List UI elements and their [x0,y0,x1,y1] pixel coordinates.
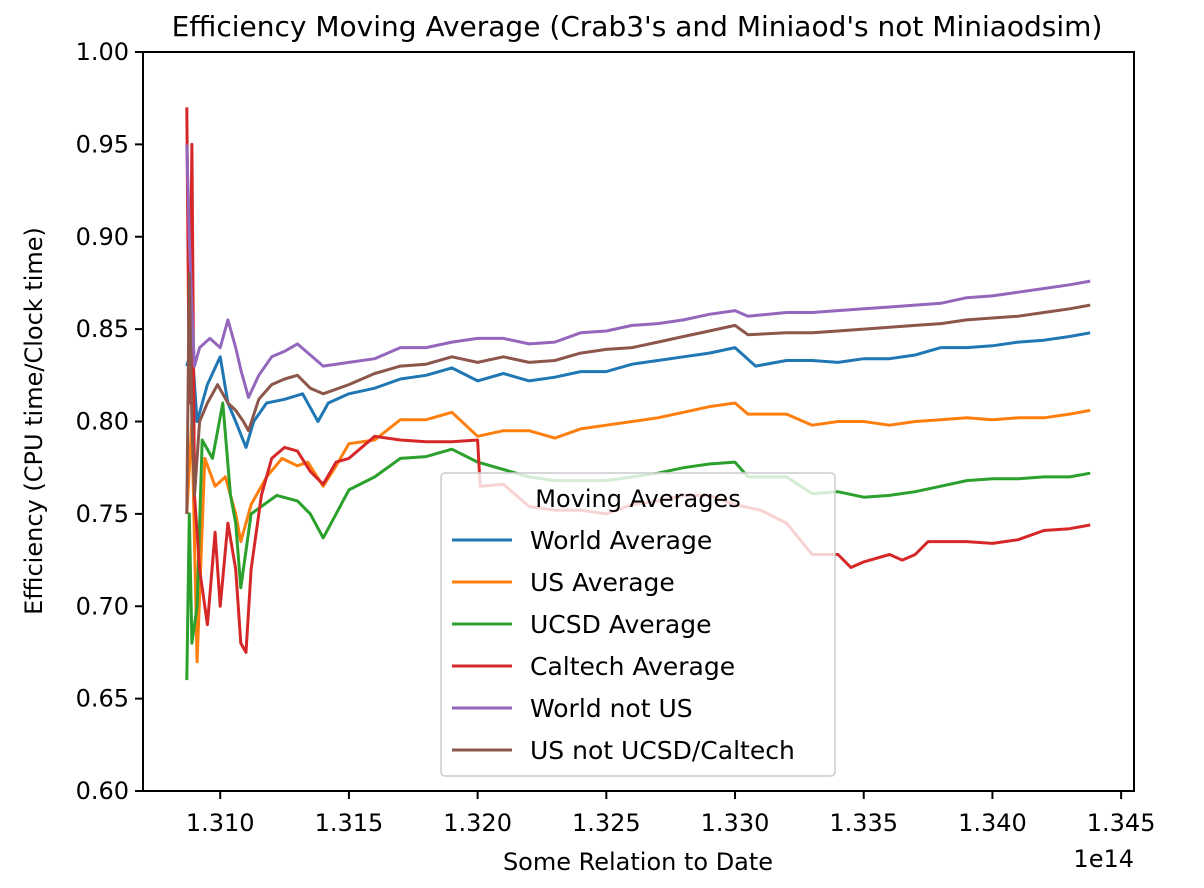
y-axis-label: Efficiency (CPU time/Clock time) [20,227,48,615]
x-tick-label: 1.335 [829,809,898,837]
series-line-2 [185,401,1091,664]
legend-label: Caltech Average [530,652,735,681]
legend: Moving Averages World Average US Average U… [440,472,836,777]
y-axis-ticks: 0.60 0.65 0.70 0.75 0.80 0.85 0.90 0.95 1.00 [76,38,143,805]
legend-box [440,472,836,777]
x-axis-label: Some Relation to Date [503,848,773,876]
x-tick-label: 1.340 [958,809,1027,837]
y-tick-label: 0.85 [76,315,129,343]
y-tick-label: 1.00 [76,38,129,66]
legend-label: World not US [530,694,693,723]
x-tick-label: 1.320 [443,809,512,837]
legend-label: US not UCSD/Caltech [530,736,795,765]
x-tick-label: 1.345 [1087,809,1156,837]
plot-lines [185,107,1091,681]
legend-title: Moving Averages [535,485,740,513]
y-tick-label: 0.90 [76,223,129,251]
series-line-6 [185,272,1091,514]
x-tick-label: 1.330 [701,809,770,837]
x-axis-ticks: 1.310 1.315 1.320 1.325 1.330 1.335 1.340 1.345 [186,791,1156,837]
legend-label: UCSD Average [530,610,711,639]
series-line-1 [185,331,1091,449]
series-line-5 [185,144,1091,399]
legend-label: World Average [530,526,712,555]
x-tick-label: 1.310 [186,809,255,837]
y-tick-label: 0.70 [76,592,129,620]
x-tick-label: 1.325 [572,809,641,837]
y-tick-label: 0.65 [76,685,129,713]
x-tick-label: 1.315 [315,809,384,837]
series-line-3 [185,401,1091,681]
chart-title: Efficiency Moving Average (Crab3's and M… [172,10,1103,43]
y-tick-label: 0.95 [76,130,129,158]
y-tick-label: 0.80 [76,408,129,436]
y-tick-label: 0.75 [76,500,129,528]
legend-label: US Average [530,568,675,597]
y-tick-label: 0.60 [76,777,129,805]
x-offset-label: 1e14 [1073,845,1134,873]
legend-items: World Average US Average UCSD Average Calte… [452,526,795,765]
